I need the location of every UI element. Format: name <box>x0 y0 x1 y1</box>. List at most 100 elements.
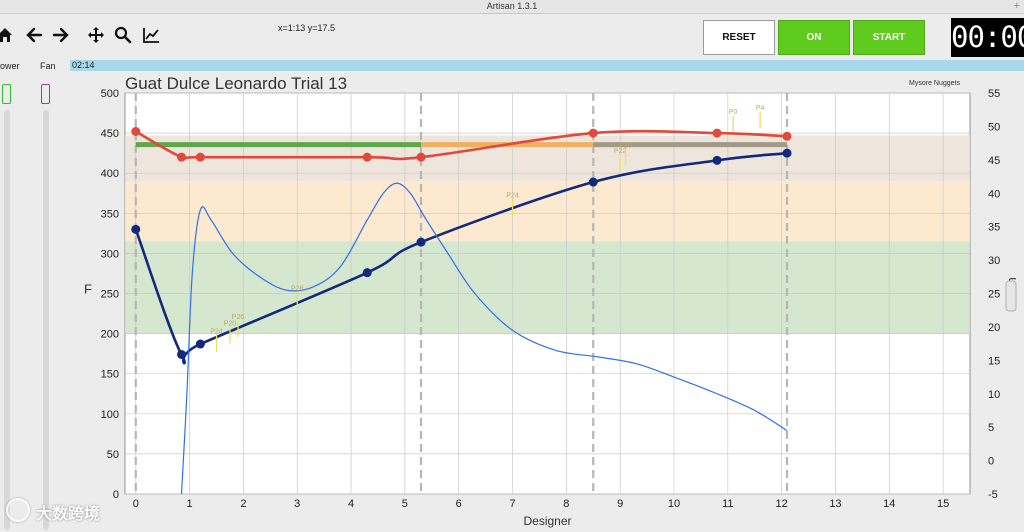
series-bt-point <box>177 349 187 359</box>
y-tick-label: 350 <box>101 208 119 220</box>
y-tick-label: 150 <box>101 369 119 381</box>
x-tick-label: 5 <box>402 498 408 510</box>
x-tick-label: 10 <box>668 498 680 510</box>
annotation-label: P24 <box>210 329 223 336</box>
y-tick-label: 300 <box>101 248 119 260</box>
y-tick-label: 500 <box>101 88 119 100</box>
timer-display: 00:00 <box>951 18 1024 57</box>
plot-area: 0 1 2 3 4 5 6 7 8 9 10 11 12 13 14 15050100150200250300… <box>84 74 1019 528</box>
annotation-label: P4 <box>756 105 765 112</box>
elapsed-time: 02:14 <box>72 60 95 70</box>
x-tick-label: 9 <box>617 498 623 510</box>
series-et-point <box>782 131 792 141</box>
y-tick-label: 100 <box>101 409 119 421</box>
x-axis-label: Designer <box>523 514 571 528</box>
x-tick-label: 12 <box>775 498 787 510</box>
x-tick-label: 1 <box>187 498 193 510</box>
roast-chart[interactable]: 0 1 2 3 4 5 6 7 8 9 10 11 12 13 14 15050100150200250300… <box>70 71 1024 532</box>
y-tick-label: 0 <box>113 489 119 501</box>
series-deltabt-line <box>180 182 788 495</box>
series-et-point <box>588 128 598 138</box>
annotation-label: P26 <box>232 314 245 321</box>
y2-tick-label: 30 <box>988 255 1000 267</box>
series-bt-line <box>134 151 788 365</box>
series-bt-point <box>195 339 205 349</box>
x-tick-label: 15 <box>937 498 949 510</box>
chart-scrollbar <box>1005 280 1017 312</box>
new-tab-button[interactable]: + <box>1013 0 1020 12</box>
fan-slider-label: Fan <box>40 61 56 71</box>
series-et-point <box>712 128 722 138</box>
y2-tick-label: 55 <box>988 88 1000 100</box>
start-button[interactable]: START <box>853 20 925 55</box>
x-tick-label: 14 <box>883 498 895 510</box>
series-bt-point <box>782 148 792 158</box>
annotation-label: P28 <box>291 285 304 292</box>
y-tick-label: 400 <box>101 168 119 180</box>
forward-arrow-icon[interactable] <box>50 24 72 46</box>
x-tick-label: 13 <box>829 498 841 510</box>
series-et-point <box>177 152 187 162</box>
x-tick-label: 2 <box>240 498 246 510</box>
slider-panel: ower Fan <box>0 60 70 532</box>
reset-button[interactable]: RESET <box>703 20 775 55</box>
window-title: Artisan 1.3.1 <box>486 1 538 11</box>
y2-tick-label: 25 <box>988 289 1000 301</box>
series-bt-point <box>712 155 722 165</box>
annotation-label: P0 <box>729 109 738 116</box>
on-button[interactable]: ON <box>778 20 850 55</box>
x-tick-label: 4 <box>348 498 354 510</box>
x-tick-label: 6 <box>456 498 462 510</box>
x-tick-label: 8 <box>563 498 569 510</box>
y2-tick-label: 35 <box>988 222 1000 234</box>
toolbar: x=1:13 y=17.5 RESET ON START 00:00 <box>0 14 1024 60</box>
series-bt-point <box>416 237 426 247</box>
series-et-point <box>416 152 426 162</box>
y2-tick-label: 15 <box>988 355 1000 367</box>
y-axis-label: F <box>84 282 92 297</box>
x-tick-label: 11 <box>722 498 733 510</box>
y2-tick-label: 10 <box>988 389 1000 401</box>
y2-tick-label: 0 <box>988 456 994 468</box>
series-bt-point <box>588 177 598 187</box>
phase-band-0 <box>125 241 970 334</box>
move-icon[interactable] <box>85 24 107 46</box>
y2-tick-label: 45 <box>988 155 1000 167</box>
y-tick-label: 250 <box>101 289 119 301</box>
chart-title: Guat Dulce Leonardo Trial 13 <box>125 74 347 93</box>
y-tick-label: 450 <box>101 128 119 140</box>
y2-tick-label: 40 <box>988 188 1000 200</box>
zoom-icon[interactable] <box>112 24 134 46</box>
time-bar: 02:14 <box>70 60 1024 71</box>
watermark: 大数跨境 <box>36 506 101 523</box>
series-et-point <box>131 126 141 136</box>
phase-band-1 <box>125 181 970 242</box>
series-bt-point <box>131 224 141 234</box>
x-tick-label: 3 <box>294 498 300 510</box>
series-et-point <box>195 152 205 162</box>
annotation-label: P20 <box>619 143 632 150</box>
power-slider-value <box>2 84 11 104</box>
y2-tick-label: -5 <box>988 489 998 501</box>
y2-tick-label: 20 <box>988 322 1000 334</box>
power-slider[interactable] <box>4 110 10 530</box>
line-chart-icon[interactable] <box>140 24 162 46</box>
cursor-coordinates: x=1:13 y=17.5 <box>278 23 336 33</box>
y-tick-label: 50 <box>107 449 119 461</box>
chart-subtitle: Mysore Nuggets <box>909 80 960 87</box>
y-tick-label: 200 <box>101 329 119 341</box>
y2-tick-label: 5 <box>988 422 994 434</box>
phase-bar-2 <box>593 142 788 148</box>
back-arrow-icon[interactable] <box>23 24 45 46</box>
fan-slider[interactable] <box>43 110 49 530</box>
x-tick-label: 0 <box>133 498 139 510</box>
annotation-label: P24 <box>506 192 519 199</box>
annotation-label: P22 <box>614 148 627 155</box>
series-bt-point <box>362 268 372 278</box>
series-et-point <box>362 152 372 162</box>
title-bar: Artisan 1.3.1 + <box>0 0 1024 14</box>
y2-tick-label: 50 <box>988 121 1000 133</box>
home-icon[interactable] <box>0 24 16 46</box>
watermark-logo-icon <box>6 498 30 522</box>
